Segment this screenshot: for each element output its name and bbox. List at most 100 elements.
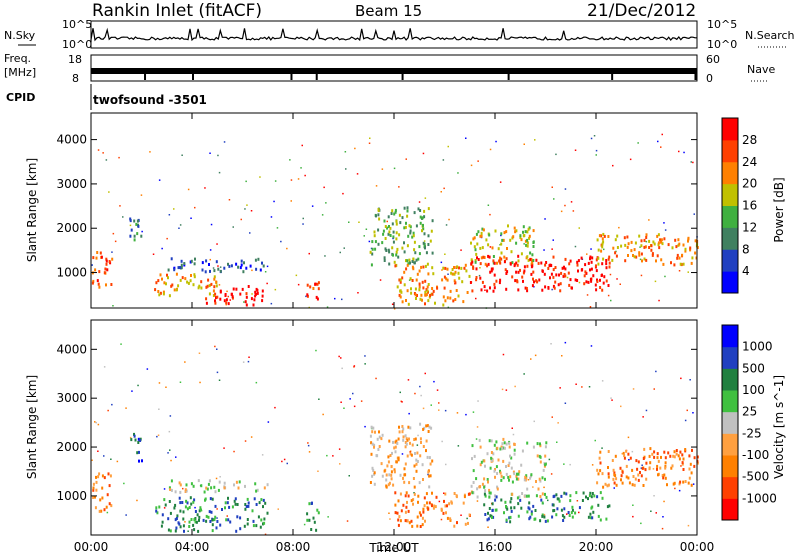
echo-cell [679,262,682,266]
echo-cell [509,475,512,479]
echo-cell [225,301,228,305]
echo-cell [103,508,106,512]
echo-cell [626,235,629,239]
echo-cell [401,300,404,304]
echo-speck [595,154,597,156]
echo-speck [341,298,343,301]
echo-cell [625,449,628,453]
echo-speck [655,370,657,373]
echo-cell [406,519,409,523]
echo-cell [500,251,503,255]
echo-cell [405,299,407,302]
echo-cell [561,514,564,518]
echo-cell [408,224,411,228]
echo-cell [388,250,391,254]
echo-speck [190,217,192,219]
echo-cell [490,458,493,462]
echo-speck [692,161,694,164]
echo-cell [591,516,594,520]
echo-speck [578,227,580,229]
echo-cell [426,455,429,459]
echo-cell [604,482,607,486]
echo-cell [689,246,692,250]
echo-cell [205,514,208,518]
echo-cell [682,262,685,266]
echo-cell [536,442,539,446]
echo-cell [370,425,373,429]
echo-cell [652,240,655,244]
echo-speck [216,508,218,510]
echo-cell [454,281,457,285]
echo-speck [120,343,122,345]
echo-cell [676,253,679,257]
echo-cell [165,282,167,286]
echo-cell [398,430,401,434]
echo-cell [404,434,407,438]
echo-speck [678,270,681,272]
x-tick-label: 20:00 [579,540,614,554]
echo-cell [602,485,605,489]
echo-cell [162,292,165,296]
echo-cell [673,450,676,454]
echo-cell [403,226,406,230]
echo-speck [487,204,490,206]
echo-cell [168,500,171,503]
echo-cell [630,240,633,244]
echo-cell [640,252,643,256]
echo-cell [394,450,397,454]
echo-speck [660,146,662,148]
echo-cell [605,517,608,521]
echo-cell [405,505,408,509]
echo-cell [371,442,374,446]
echo-cell [223,481,226,485]
echo-speck [588,386,591,388]
colorbar-swatch [722,476,738,499]
echo-speck [457,172,459,174]
nave-tick-top: 60 [706,53,720,66]
echo-cell [111,257,114,261]
freq-spike [192,74,194,80]
echo-cell [493,273,496,277]
echo-cell [601,273,603,277]
echo-cell [640,239,643,243]
echo-cell [234,502,237,506]
echo-cell [385,478,388,482]
echo-cell [631,468,634,472]
echo-speck [225,303,227,306]
echo-speck [305,295,307,298]
echo-cell [262,264,265,268]
echo-cell [446,278,449,282]
echo-cell [621,470,624,474]
freq-spike [144,74,147,80]
echo-cell [574,278,577,282]
echo-cell [510,506,513,510]
echo-speck [477,400,479,402]
echo-cell [526,244,529,248]
echo-cell [385,473,388,477]
echo-cell [496,485,499,489]
echo-cell [385,249,388,252]
echo-speck [440,261,443,264]
echo-cell [526,264,529,268]
echo-speck [648,219,650,221]
echo-cell [510,456,513,460]
echo-cell [664,456,667,460]
echo-cell [426,424,429,428]
echo-cell [416,515,419,519]
echo-cell [491,246,494,250]
echo-cell [679,450,682,454]
echo-speck [470,164,473,167]
echo-cell [649,461,652,465]
echo-cell [660,238,663,242]
echo-cell [403,467,406,471]
echo-cell [515,270,518,274]
echo-cell [687,236,690,240]
echo-cell [424,279,427,283]
echo-speck [543,486,545,489]
echo-cell [419,422,422,426]
echo-cell [473,236,476,240]
echo-cell [688,454,691,458]
echo-cell [592,274,595,278]
colorbar-tick-label: -25 [742,426,762,440]
